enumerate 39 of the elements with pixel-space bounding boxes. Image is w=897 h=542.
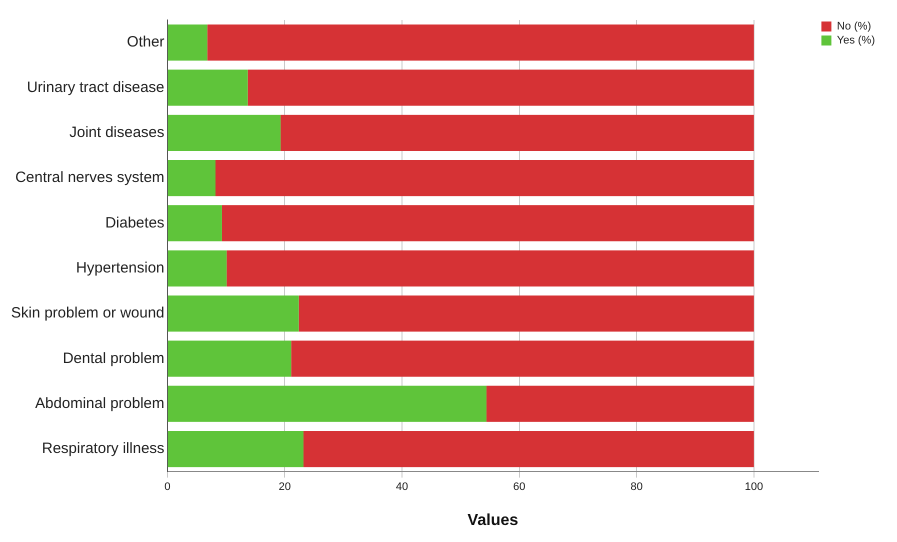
x-axis-title: Values	[468, 512, 518, 529]
bar	[168, 114, 281, 151]
bar	[303, 430, 754, 468]
bar	[280, 114, 754, 151]
bar	[298, 295, 754, 332]
bar	[168, 340, 292, 377]
bar	[168, 295, 299, 332]
y-tick-label: Joint diseases	[69, 124, 164, 142]
y-tick-label: Respiratory illness	[42, 440, 164, 458]
bar	[291, 340, 754, 377]
y-tick-label: Dental problem	[62, 350, 164, 367]
bar	[486, 386, 754, 422]
bar	[168, 70, 248, 106]
bar	[168, 160, 216, 196]
y-tick-label: Diabetes	[105, 214, 164, 232]
bar	[168, 386, 486, 422]
bar	[168, 430, 304, 468]
x-tick-label: 80	[630, 481, 643, 494]
y-tick-label: Skin problem or wound	[10, 304, 164, 322]
bar	[216, 160, 754, 196]
y-tick-label: Abdominal problem	[35, 395, 164, 412]
legend-label: No (%)	[836, 20, 872, 33]
bar	[222, 205, 754, 242]
x-tick-label: 40	[396, 481, 408, 494]
y-tick-label: Other	[126, 34, 164, 51]
bar	[168, 205, 222, 242]
x-tick-label: 100	[744, 481, 764, 494]
x-tick-label: 60	[513, 481, 526, 494]
x-tick-label: 20	[278, 481, 291, 494]
y-tick-label: Hypertension	[76, 260, 164, 277]
legend-label: Yes (%)	[836, 34, 875, 47]
bar	[207, 24, 754, 61]
bar	[168, 250, 227, 286]
y-tick-label: Central nerves system	[15, 169, 164, 186]
bar	[248, 70, 754, 106]
bar	[168, 24, 208, 61]
bar	[226, 250, 754, 286]
x-tick-label: 0	[164, 481, 170, 494]
y-tick-label: Urinary tract disease	[26, 78, 164, 96]
